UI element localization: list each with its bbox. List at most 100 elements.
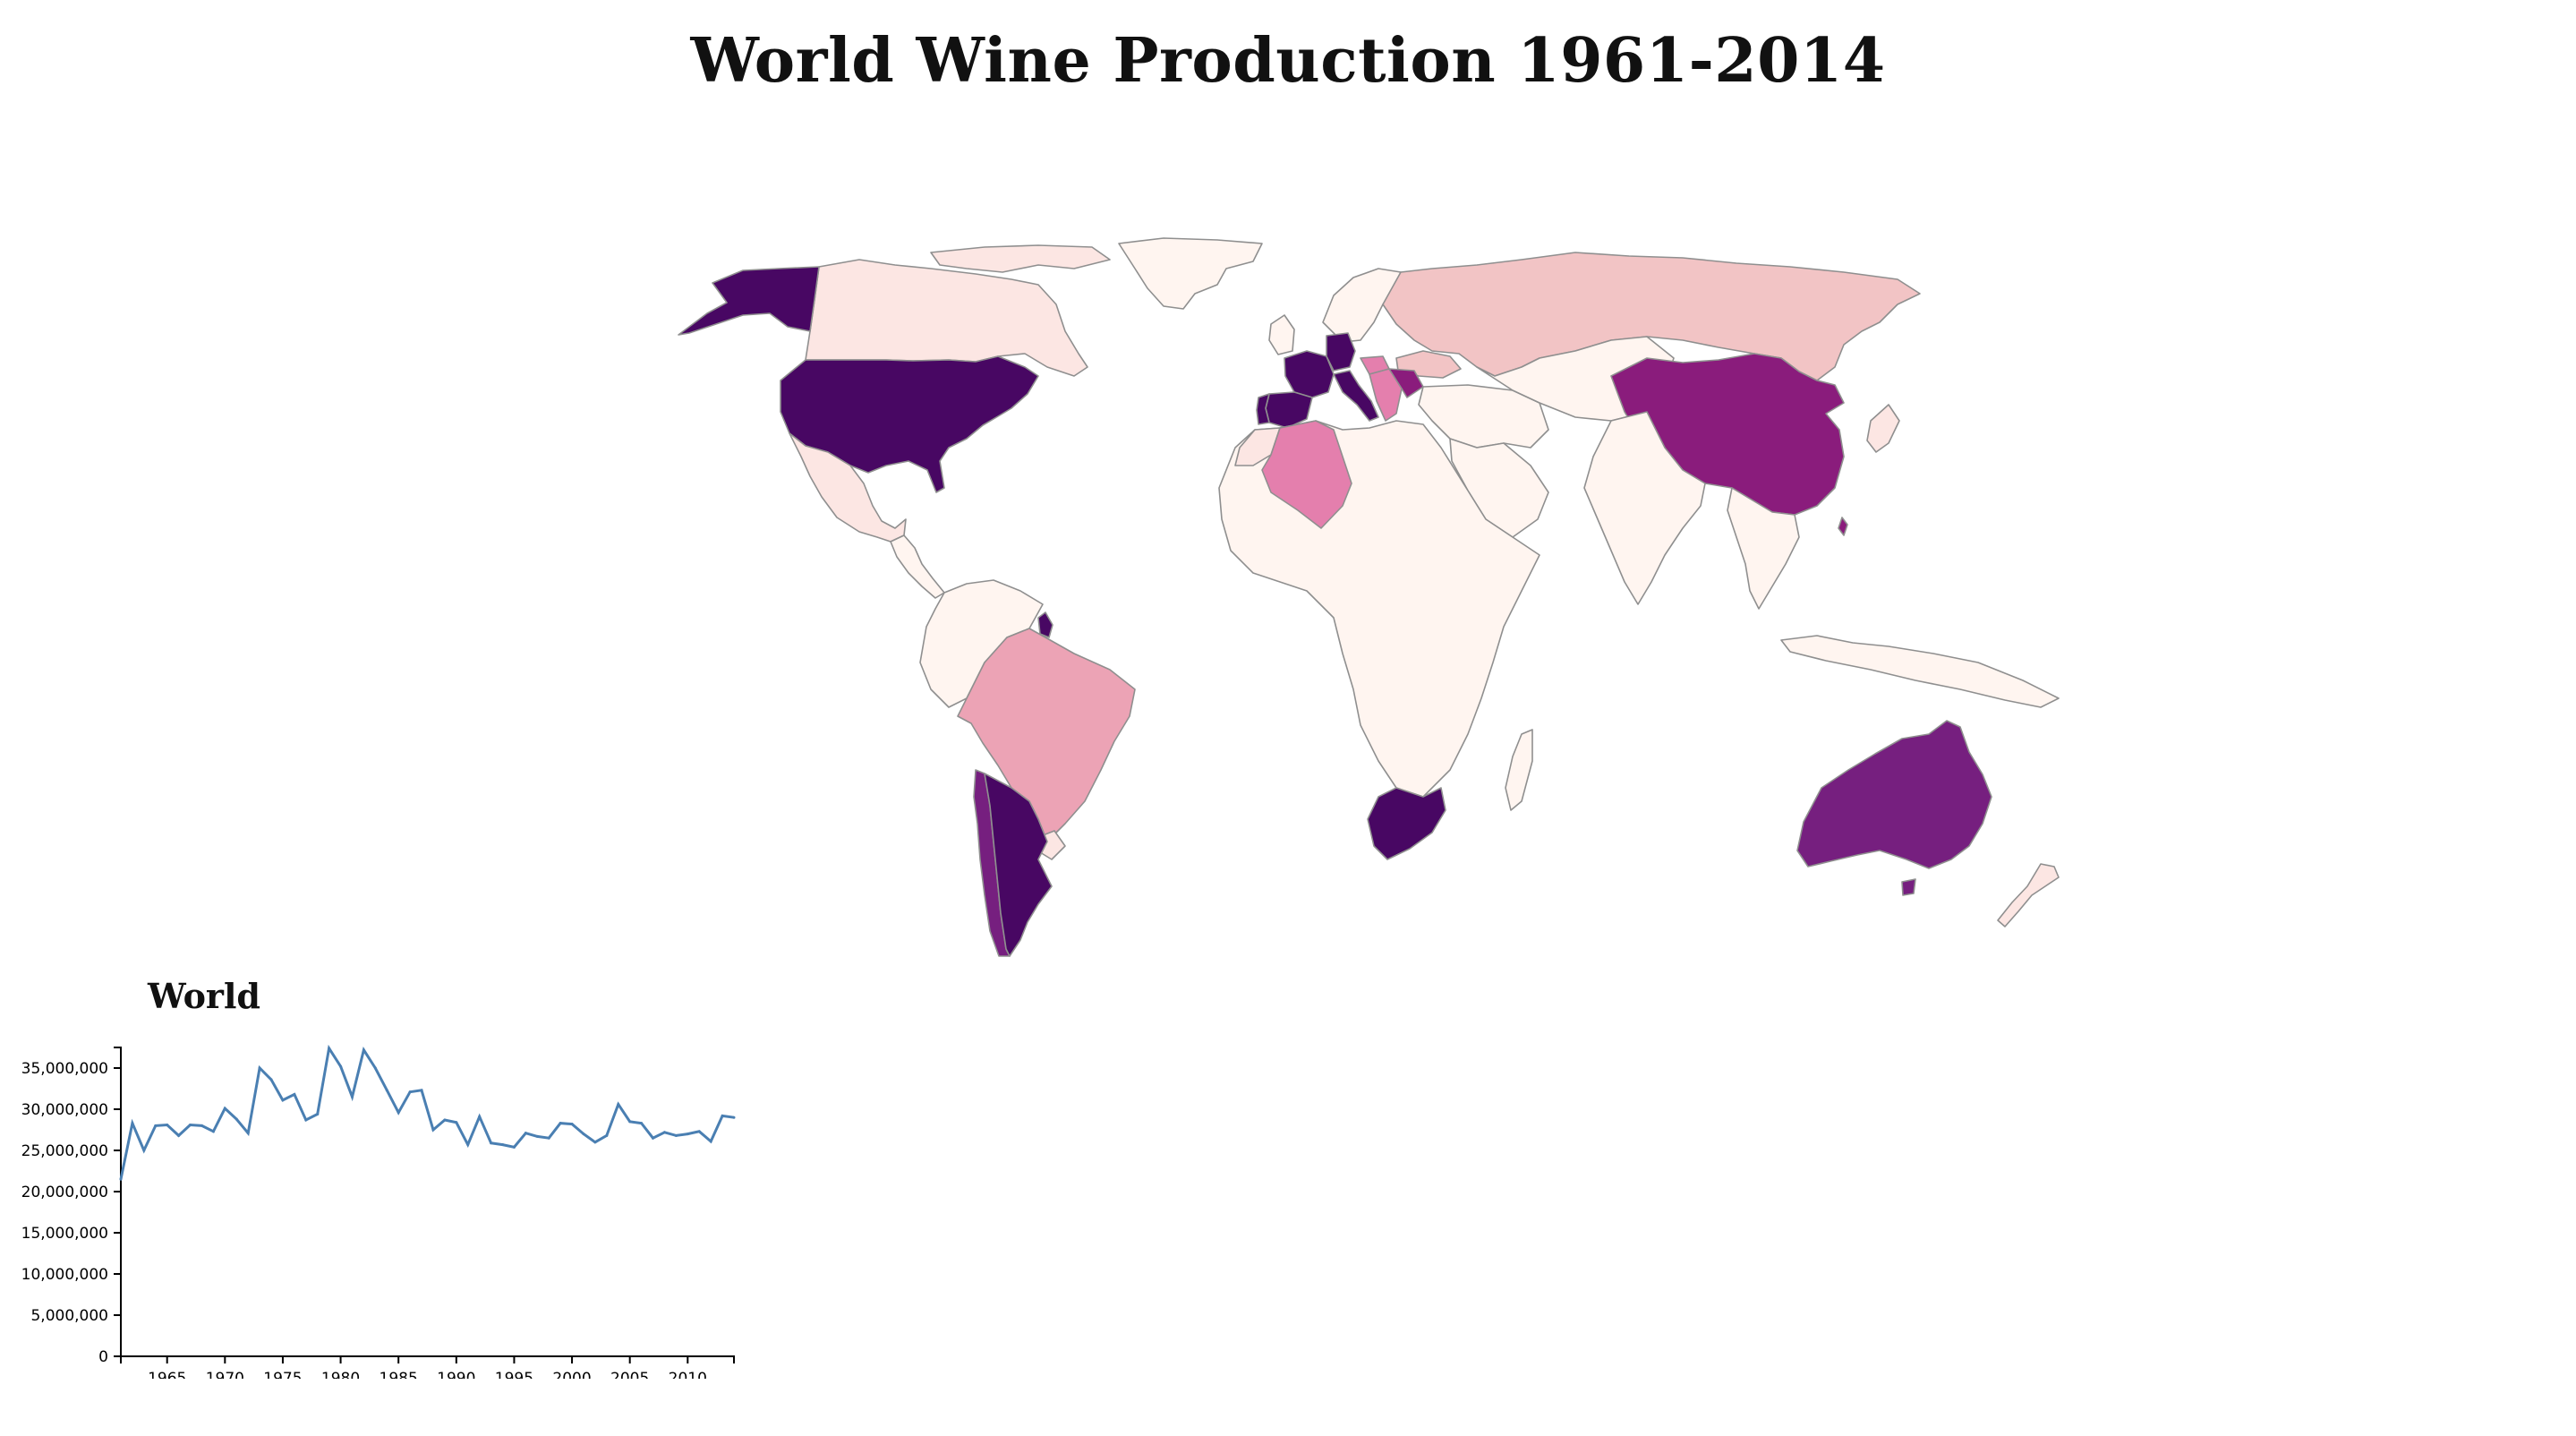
y-tick-label: 20,000,000 <box>21 1184 108 1201</box>
data-point <box>154 1124 158 1127</box>
data-point <box>628 1120 632 1124</box>
country-new-zealand[interactable] <box>1997 863 2060 927</box>
data-point <box>605 1133 609 1137</box>
data-point <box>582 1133 585 1136</box>
data-point <box>662 1131 666 1134</box>
x-tick-label: 1980 <box>321 1370 360 1379</box>
x-tick-label: 1975 <box>263 1370 302 1379</box>
data-point <box>512 1145 516 1149</box>
country-alaska[interactable] <box>678 266 820 336</box>
data-point <box>304 1118 308 1122</box>
data-point <box>721 1114 724 1117</box>
data-point <box>223 1107 226 1110</box>
y-tick-label: 0 <box>98 1348 108 1366</box>
data-point <box>559 1122 562 1125</box>
data-point <box>119 1177 123 1181</box>
x-tick-label: 1985 <box>380 1370 418 1379</box>
data-point <box>674 1133 678 1137</box>
country-tasmania[interactable] <box>1901 878 1916 896</box>
x-tick-label: 2005 <box>610 1370 649 1379</box>
x-tick-label: 1965 <box>148 1370 186 1379</box>
data-point <box>478 1115 482 1118</box>
country-shapes[interactable] <box>678 237 2060 957</box>
x-axis-line <box>120 1355 735 1363</box>
data-point <box>166 1123 169 1126</box>
data-point <box>466 1143 470 1147</box>
country-central-america[interactable] <box>890 534 945 599</box>
data-point <box>142 1149 146 1152</box>
data-point <box>524 1132 527 1135</box>
line-chart[interactable]: 0 5,000,000 10,000,000 15,000,000 20,000,000… <box>0 1021 770 1379</box>
country-mexico[interactable] <box>789 432 907 543</box>
y-tick-label: 5,000,000 <box>30 1307 108 1325</box>
country-brazil[interactable] <box>957 628 1136 842</box>
country-south-africa[interactable] <box>1367 787 1446 860</box>
data-point <box>490 1141 493 1145</box>
country-middle-east[interactable] <box>1418 384 1549 449</box>
x-tick-label: 2000 <box>552 1370 591 1379</box>
data-point <box>246 1132 250 1135</box>
country-southeast-asia[interactable] <box>1727 487 1800 610</box>
data-point <box>593 1141 597 1144</box>
data-point <box>617 1102 620 1106</box>
country-japan[interactable] <box>1866 404 1900 453</box>
data-point <box>189 1123 192 1126</box>
country-greenland[interactable] <box>1118 237 1263 310</box>
data-point <box>235 1117 238 1121</box>
data-point <box>281 1098 285 1102</box>
country-taiwan[interactable] <box>1838 517 1848 536</box>
data-point <box>431 1128 435 1132</box>
data-point <box>455 1121 458 1124</box>
data-point <box>211 1130 215 1133</box>
country-india[interactable] <box>1583 411 1706 605</box>
x-tick-label: 2010 <box>669 1370 707 1379</box>
data-point <box>316 1113 320 1116</box>
data-point <box>200 1124 203 1127</box>
y-tick-label: 15,000,000 <box>21 1225 108 1243</box>
data-point <box>385 1089 388 1092</box>
data-point <box>350 1095 354 1098</box>
chart-title: World <box>148 976 260 1016</box>
y-axis-line <box>114 1047 122 1357</box>
data-point <box>652 1136 655 1140</box>
data-point <box>258 1066 261 1070</box>
data-point <box>686 1133 689 1136</box>
country-italy[interactable] <box>1333 370 1379 422</box>
y-tick-label: 30,000,000 <box>21 1101 108 1119</box>
data-point <box>547 1136 550 1140</box>
data-point <box>408 1090 412 1094</box>
x-axis: 1965 1970 1975 1980 1985 1990 1995 2000 2005 2010 <box>120 1355 735 1379</box>
country-romania[interactable] <box>1388 368 1424 398</box>
country-canada[interactable] <box>805 259 1088 377</box>
series-points <box>119 1047 736 1181</box>
country-algeria[interactable] <box>1261 420 1352 529</box>
country-indonesia[interactable] <box>1780 635 2060 708</box>
data-point <box>373 1066 377 1070</box>
country-africa[interactable] <box>1218 420 1540 798</box>
data-point <box>131 1122 134 1125</box>
data-point <box>535 1134 539 1138</box>
country-madagascar[interactable] <box>1505 729 1533 811</box>
page-title: World Wine Production 1961-2014 <box>690 25 1886 97</box>
data-point <box>697 1130 701 1133</box>
y-tick-label: 35,000,000 <box>21 1060 108 1078</box>
y-tick-label: 25,000,000 <box>21 1142 108 1160</box>
data-point <box>269 1078 273 1081</box>
country-germany[interactable] <box>1326 332 1356 372</box>
x-tick-label: 1990 <box>437 1370 475 1379</box>
y-axis: 0 5,000,000 10,000,000 15,000,000 20,000,000… <box>21 1047 122 1366</box>
country-france[interactable] <box>1284 350 1335 398</box>
data-point <box>177 1133 181 1137</box>
country-canada-islands[interactable] <box>930 244 1111 273</box>
country-uk[interactable] <box>1268 314 1295 355</box>
country-portugal[interactable] <box>1256 393 1270 425</box>
data-point <box>420 1089 423 1092</box>
data-point <box>570 1123 574 1126</box>
country-argentina[interactable] <box>984 773 1053 957</box>
data-point <box>732 1115 736 1119</box>
country-australia[interactable] <box>1796 720 1992 869</box>
data-point <box>640 1122 644 1125</box>
data-point <box>328 1047 331 1050</box>
country-french-guiana[interactable] <box>1037 611 1053 638</box>
